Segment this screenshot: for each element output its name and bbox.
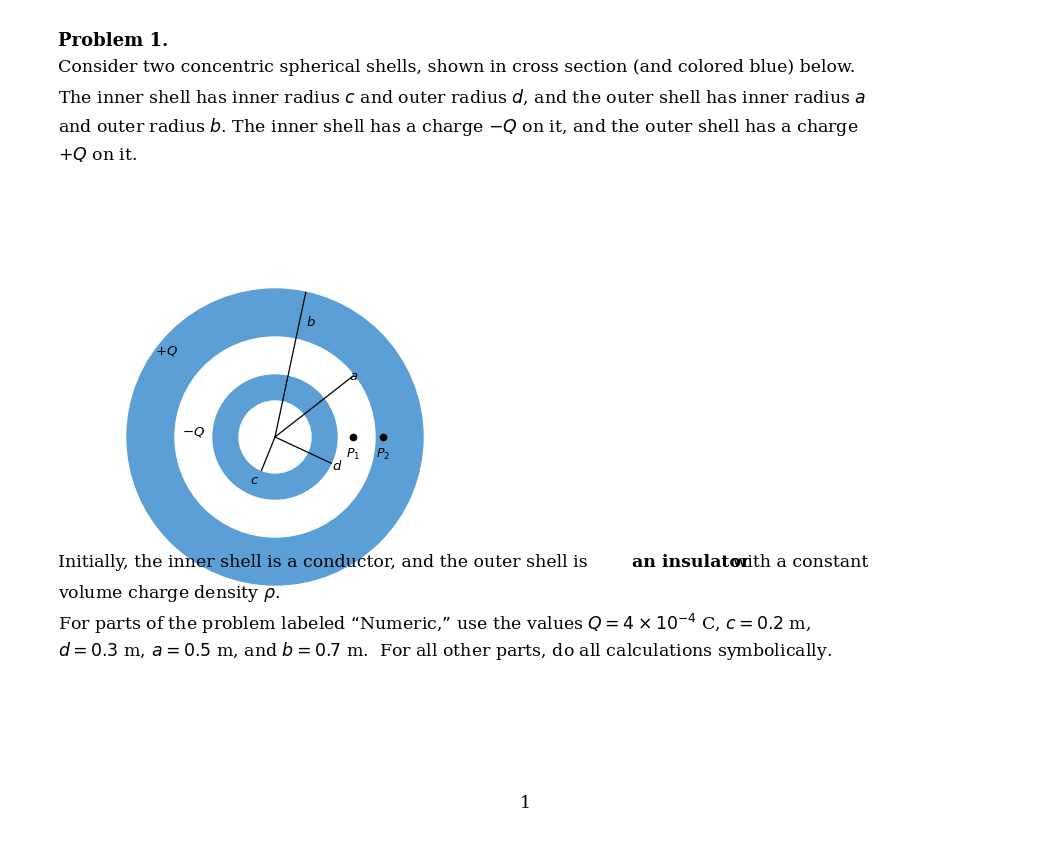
Ellipse shape bbox=[127, 289, 423, 585]
Text: and outer radius $b$. The inner shell has a charge $-Q$ on it, and the outer she: and outer radius $b$. The inner shell ha… bbox=[58, 116, 859, 138]
Ellipse shape bbox=[239, 401, 311, 473]
Text: Initially, the inner shell is a conductor, and the outer shell is: Initially, the inner shell is a conducto… bbox=[58, 554, 593, 571]
Text: $P_1$: $P_1$ bbox=[346, 447, 360, 462]
Text: $-Q$: $-Q$ bbox=[182, 425, 205, 439]
Text: 1: 1 bbox=[520, 796, 531, 813]
Text: $b$: $b$ bbox=[306, 315, 315, 329]
Text: For parts of the problem labeled “Numeric,” use the values $Q = 4 \times 10^{-4}: For parts of the problem labeled “Numeri… bbox=[58, 612, 811, 636]
Ellipse shape bbox=[176, 337, 375, 537]
Text: $+Q$ on it.: $+Q$ on it. bbox=[58, 145, 138, 163]
Text: The inner shell has inner radius $c$ and outer radius $d$, and the outer shell h: The inner shell has inner radius $c$ and… bbox=[58, 88, 866, 107]
Text: volume charge density $\rho$.: volume charge density $\rho$. bbox=[58, 583, 281, 604]
Ellipse shape bbox=[213, 375, 337, 499]
Text: $d$: $d$ bbox=[332, 459, 343, 473]
Text: Problem 1.: Problem 1. bbox=[58, 32, 168, 50]
Text: an insulator: an insulator bbox=[632, 554, 750, 571]
Text: $c$: $c$ bbox=[250, 474, 260, 488]
Text: $+Q$: $+Q$ bbox=[154, 344, 178, 358]
Text: $d = 0.3$ m, $a = 0.5$ m, and $b = 0.7$ m.  For all other parts, do all calculat: $d = 0.3$ m, $a = 0.5$ m, and $b = 0.7$ … bbox=[58, 641, 832, 663]
Text: with a constant: with a constant bbox=[727, 554, 868, 571]
Text: Consider two concentric spherical shells, shown in cross section (and colored bl: Consider two concentric spherical shells… bbox=[58, 59, 856, 76]
Text: $a$: $a$ bbox=[349, 370, 358, 383]
Text: $P_2$: $P_2$ bbox=[376, 447, 390, 462]
